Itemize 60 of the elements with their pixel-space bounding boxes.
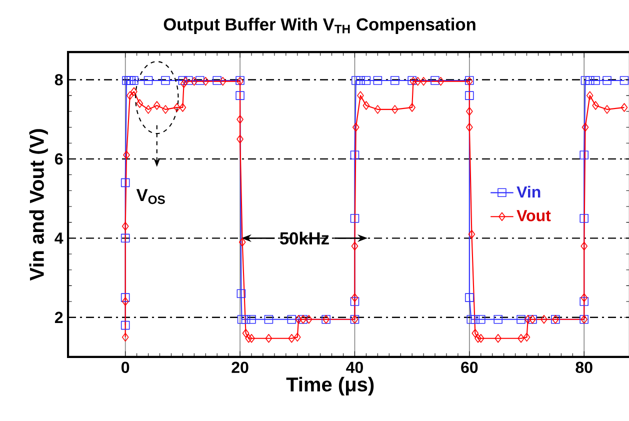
point [120,293,130,302]
point [430,76,440,85]
point [178,76,188,85]
y-tick-label: 8 [54,74,63,86]
point [580,76,590,85]
point [120,320,130,330]
point [362,76,371,85]
point [124,76,134,85]
point [516,314,526,324]
y-tick-label: 4 [54,232,64,244]
point [120,234,130,243]
point [356,76,365,85]
point [287,314,296,324]
chart-title: Output Buffer With V$_{TH}$ Compensation [164,18,476,34]
y-tick-label: 6 [54,153,63,165]
point [580,214,589,223]
point [264,314,274,324]
point [591,76,600,85]
point [237,314,246,324]
point [184,76,193,85]
point [350,214,360,223]
legend-label: Vout [516,210,551,222]
x-tick-label: 80 [576,362,592,374]
point [466,314,476,324]
point [494,314,502,324]
point [465,91,474,100]
point [602,76,612,85]
y-axis-title: Vin and Vout (V) [29,129,48,281]
point [465,293,474,302]
point [350,150,360,160]
point [236,289,246,298]
point [122,76,131,85]
x-tick-label: 20 [232,362,248,374]
point [161,76,170,85]
y-tick-label: 2 [54,312,63,323]
point [470,314,480,324]
x-tick-label: 0 [122,362,130,374]
point [620,76,629,85]
annotation: V$_{OS}$ [136,189,165,204]
point [212,76,222,85]
point [120,178,130,188]
legend-label: Vin [516,186,540,198]
point [196,76,204,85]
point [236,91,244,100]
point [241,314,250,324]
point [373,76,382,85]
point [580,150,589,160]
point [350,297,360,306]
x-axis-title: Time (μs) [286,376,374,396]
x-tick-label: 60 [461,362,478,374]
point [390,76,400,85]
point [351,76,360,85]
point [144,76,153,85]
x-tick-label: 40 [346,362,363,374]
point [585,76,594,85]
point [580,297,589,306]
annotation: 50kHz [280,232,329,245]
point [476,314,486,324]
point [247,314,256,324]
point [130,76,138,85]
